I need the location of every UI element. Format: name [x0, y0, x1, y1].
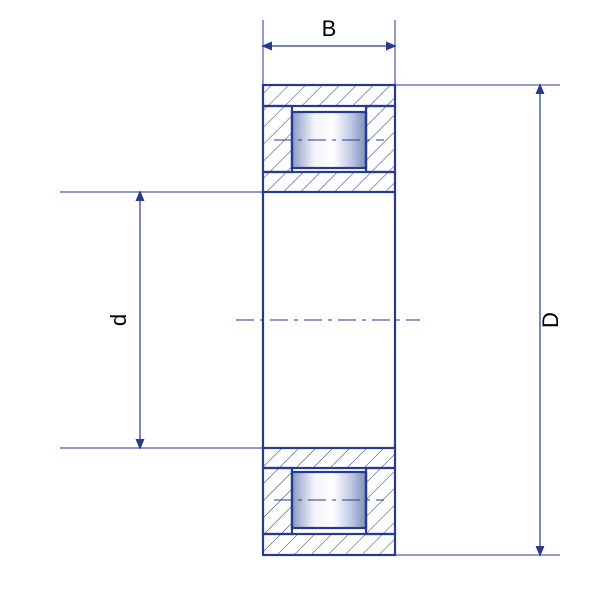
dim-label-B: B	[322, 16, 337, 41]
bearing-cross-section-diagram: Bd D	[0, 0, 600, 600]
dim-label-d: d	[106, 314, 131, 326]
dim-label-D: D	[538, 312, 563, 328]
